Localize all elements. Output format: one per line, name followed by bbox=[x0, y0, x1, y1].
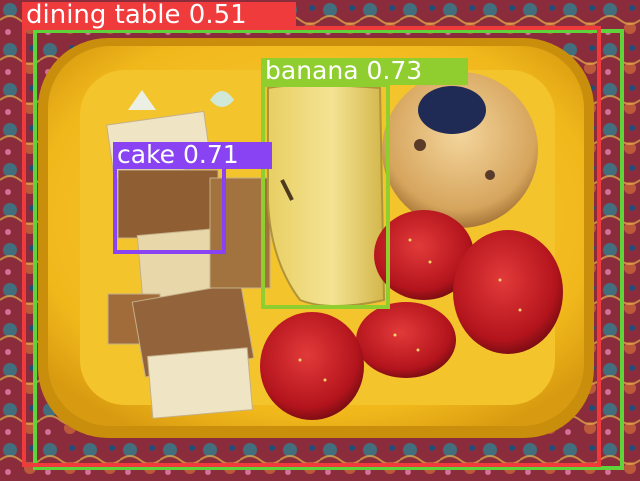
detection-box-cake bbox=[113, 165, 226, 254]
detection-label-banana: banana 0.73 bbox=[261, 58, 468, 85]
detection-box-banana bbox=[261, 83, 390, 309]
detection-box-outer bbox=[33, 29, 624, 470]
detection-label-cake: cake 0.71 bbox=[113, 142, 272, 169]
detection-box-dining-table bbox=[22, 26, 601, 467]
detection-label-dining-table: dining table 0.51 bbox=[22, 2, 296, 30]
